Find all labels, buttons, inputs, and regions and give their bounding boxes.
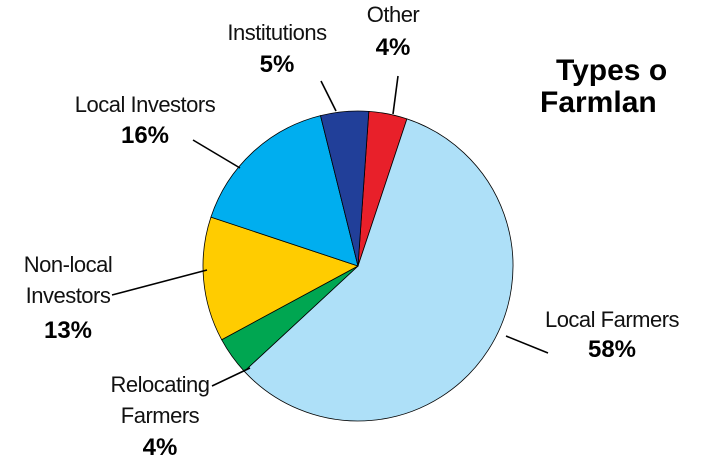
- slice-label: Institutions: [227, 20, 327, 45]
- value-label: 16%: [121, 122, 169, 149]
- leader-line: [320, 80, 337, 112]
- leader-line: [392, 75, 399, 115]
- label-line: Non-local: [24, 252, 112, 277]
- pie-slice: [243, 118, 514, 422]
- chart-title: Farmlan: [540, 86, 657, 119]
- label-line: Farmers: [121, 403, 200, 428]
- slice-label: Relocating Farmers: [111, 372, 210, 428]
- slice-label: Other: [367, 2, 420, 27]
- value-label: 5%: [260, 51, 295, 78]
- value-label: 58%: [588, 336, 636, 363]
- leader-line: [111, 269, 208, 296]
- slice-label: Local Investors: [75, 92, 216, 117]
- pie-slice: [202, 216, 360, 341]
- value-label: 4%: [376, 34, 411, 61]
- label-line: Investors: [26, 283, 111, 308]
- pie-slice: [320, 110, 370, 267]
- label-line: Relocating: [111, 372, 210, 397]
- value-label: 13%: [44, 317, 92, 344]
- value-label: 4%: [143, 434, 178, 461]
- slice-label: Local Farmers: [545, 307, 680, 332]
- chart-title: Types o: [556, 54, 667, 87]
- leader-line: [211, 367, 251, 387]
- slice-label: Non-local Investors: [24, 252, 112, 308]
- leader-line: [192, 139, 241, 169]
- leader-line: [505, 335, 549, 354]
- pie-slice: [210, 115, 359, 267]
